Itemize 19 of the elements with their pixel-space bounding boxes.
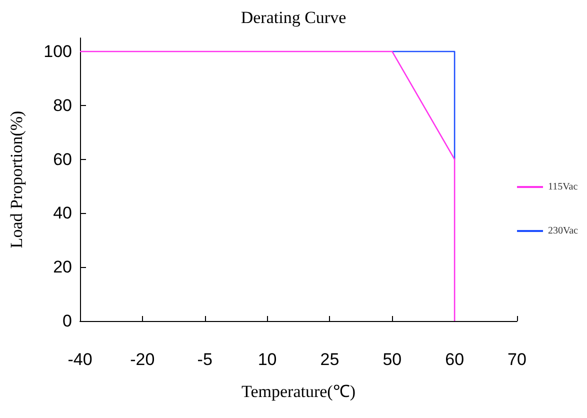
y-tick-label: 100 <box>44 42 72 61</box>
legend-label: 230Vac <box>548 226 579 236</box>
y-tick-label: 20 <box>53 258 72 277</box>
y-tick-label: 80 <box>53 96 72 115</box>
x-tick-label: 60 <box>445 350 464 369</box>
x-tick-label: -40 <box>68 350 92 369</box>
y-tick-label: 40 <box>53 204 72 223</box>
chart-title: Derating Curve <box>240 8 346 27</box>
y-tick-label: 0 <box>62 312 72 330</box>
x-tick-label: 10 <box>258 350 277 369</box>
x-tick-label: 50 <box>382 350 402 369</box>
x-tick-label: 25 <box>320 350 340 369</box>
x-axis-title: Temperature(℃) <box>242 382 356 401</box>
y-axis-title: Load Proportion(%) <box>7 110 26 248</box>
y-tick-label: 60 <box>53 150 72 169</box>
x-tick-label: -5 <box>197 350 212 369</box>
legend-label: 115Vac <box>548 182 578 192</box>
x-tick-label: 70 <box>508 350 526 369</box>
x-tick-label: -20 <box>130 350 155 369</box>
